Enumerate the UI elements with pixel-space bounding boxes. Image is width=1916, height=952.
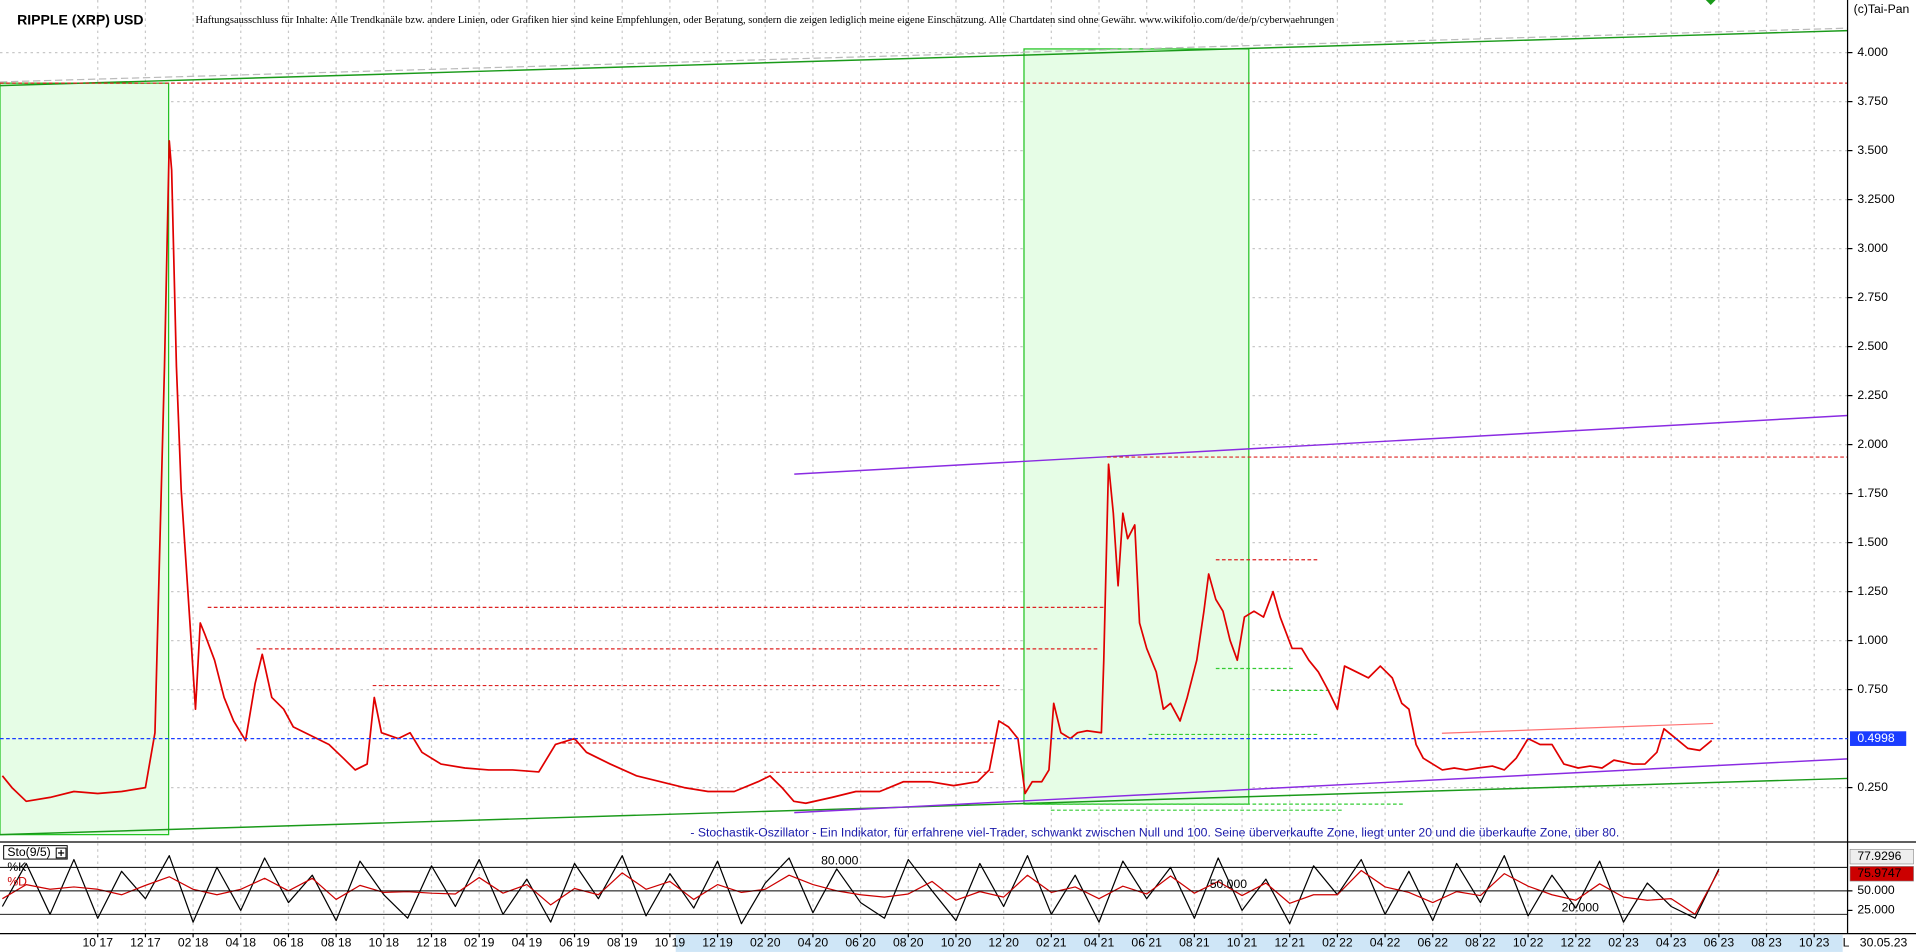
x-tick-label: 12 17 [130, 936, 161, 950]
legend-label: %K [7, 860, 26, 874]
x-tick-label: 04 22 [1370, 936, 1401, 950]
x-tick-label: 12 22 [1561, 936, 1592, 950]
marker [1705, 0, 1716, 5]
current-date: 30.05.23 [1860, 936, 1908, 950]
level-label: 80.000 [821, 853, 859, 867]
indicator-box [3, 845, 68, 860]
resistance-lines [0, 82, 1848, 773]
x-tick-label: 04 19 [512, 936, 543, 950]
y-tick-label: 1.500 [1857, 535, 1888, 549]
y-tick-label: 1.750 [1857, 486, 1888, 500]
x-tick-label: 02 23 [1608, 936, 1639, 950]
y-tick-label: 25.000 [1857, 903, 1895, 917]
x-tick-label: 12 19 [702, 936, 733, 950]
y-tick-label: 2.750 [1857, 290, 1888, 304]
level-label: 20.000 [1562, 900, 1600, 914]
x-tick-label: 10 19 [655, 936, 686, 950]
last-value-label: 77.9296 [1857, 849, 1901, 863]
highlight-zone [1023, 48, 1250, 805]
y-tick-label: 1.250 [1857, 584, 1888, 598]
x-tick-label: 02 20 [750, 936, 781, 950]
y-tick-label: 3.000 [1857, 241, 1888, 255]
x-tick-label: 10 21 [1227, 936, 1258, 950]
x-tick-label: 10 23 [1799, 936, 1830, 950]
price-line [1, 139, 1713, 805]
chart-title: RIPPLE (XRP) USD [17, 12, 143, 28]
y-tick-label: 50.000 [1857, 883, 1895, 897]
x-tick-label: 08 22 [1465, 936, 1496, 950]
level-label: 50.000 [1210, 877, 1248, 891]
x-tick-label: 04 21 [1084, 936, 1115, 950]
legend-label: %D [7, 875, 27, 889]
x-tick-label: 06 20 [845, 936, 876, 950]
y-tick-label: 2.250 [1857, 388, 1888, 402]
x-tick-label: 12 21 [1274, 936, 1305, 950]
y-tick-label: 0.250 [1857, 780, 1888, 794]
x-tick-label: 04 18 [226, 936, 257, 950]
x-tick-label: 08 21 [1179, 936, 1210, 950]
y-tick-label: 2.000 [1857, 437, 1888, 451]
current-value-label: 0.4998 [1857, 731, 1895, 745]
x-tick-label: 04 23 [1656, 936, 1687, 950]
y-tick-label: 3.2500 [1857, 192, 1895, 206]
y-tick-label: 4.000 [1857, 45, 1888, 59]
trend-line [0, 29, 1848, 87]
x-tick-label: 12 18 [416, 936, 447, 950]
y-tick-label: 3.500 [1857, 143, 1888, 157]
x-tick-label: 10 20 [941, 936, 972, 950]
indicator-note: - Stochastik-Oszillator - Ein Indikator,… [690, 826, 1619, 840]
axis-mode[interactable]: L [1843, 936, 1850, 950]
x-tick-label: 02 22 [1322, 936, 1353, 950]
y-tick-label: 0.750 [1857, 682, 1888, 696]
trend-line [0, 27, 1848, 83]
credit: (c)Tai-Pan [1854, 2, 1910, 16]
x-tick-label: 10 18 [369, 936, 400, 950]
y-tick-label: 3.750 [1857, 94, 1888, 108]
x-tick-label: 02 21 [1036, 936, 1067, 950]
date-highlight [675, 934, 1843, 952]
support-lines [1026, 667, 1406, 811]
oscillator-line [1, 855, 1720, 925]
indicator-title: Sto(9/5) [7, 845, 50, 859]
x-tick-label: 08 19 [607, 936, 638, 950]
x-tick-label: 08 18 [321, 936, 352, 950]
last-value-label: 75.9747 [1857, 866, 1901, 880]
x-tick-label: 10 17 [82, 936, 113, 950]
x-tick-label: 04 20 [798, 936, 829, 950]
x-tick-label: 06 22 [1417, 936, 1448, 950]
last-value-box [1849, 848, 1914, 865]
disclaimer: Haftungsausschluss für Inhalte: Alle Tre… [196, 15, 1335, 26]
current-value-box [1850, 731, 1907, 746]
x-tick-label: 08 23 [1751, 936, 1782, 950]
x-tick-label: 10 22 [1513, 936, 1544, 950]
last-value-box [1849, 866, 1914, 882]
x-tick-label: 06 23 [1704, 936, 1735, 950]
trend-line [794, 414, 1848, 475]
x-tick-label: 08 20 [893, 936, 924, 950]
grid [0, 0, 1848, 933]
highlight-zone [0, 82, 170, 836]
trend-line [1441, 722, 1714, 734]
x-tick-label: 12 20 [988, 936, 1019, 950]
y-tick-label: 1.000 [1857, 633, 1888, 647]
trend-line [794, 758, 1848, 814]
x-tick-label: 06 21 [1131, 936, 1162, 950]
y-tick-label: 2.500 [1857, 339, 1888, 353]
x-tick-label: 02 19 [464, 936, 495, 950]
x-tick-label: 02 18 [178, 936, 209, 950]
x-tick-label: 06 19 [559, 936, 590, 950]
x-tick-label: 06 18 [273, 936, 304, 950]
